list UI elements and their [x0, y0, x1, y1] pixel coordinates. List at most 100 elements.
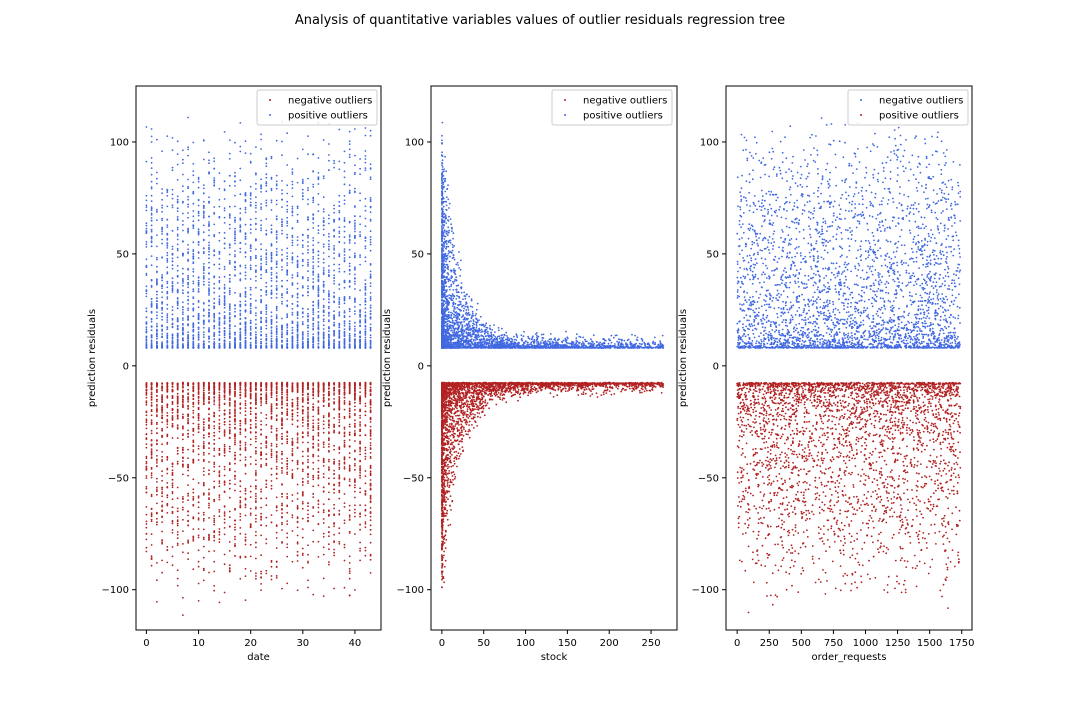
- data-point-positive: [151, 279, 153, 281]
- data-point-positive: [328, 265, 330, 267]
- data-point-positive: [156, 332, 158, 334]
- data-point-positive: [312, 202, 314, 204]
- data-point-positive: [203, 263, 205, 265]
- data-point-positive: [365, 236, 367, 238]
- data-point-negative: [333, 588, 335, 590]
- data-point-positive: [286, 325, 288, 327]
- data-point-positive: [286, 344, 288, 346]
- data-point-positive: [297, 342, 299, 344]
- data-point-positive: [151, 303, 153, 305]
- data-point-positive: [198, 257, 200, 259]
- data-point-positive: [318, 300, 320, 302]
- data-point-positive: [192, 191, 194, 193]
- data-point-negative: [349, 439, 351, 441]
- data-point-positive: [307, 135, 309, 137]
- data-point-negative: [255, 493, 257, 495]
- data-point-positive: [151, 174, 153, 176]
- data-point-positive: [213, 249, 215, 251]
- data-point-negative: [229, 550, 231, 552]
- data-point-negative: [146, 523, 148, 525]
- data-point-negative: [359, 417, 361, 419]
- data-point-positive: [156, 234, 158, 236]
- data-point-negative: [365, 523, 367, 525]
- data-point-positive: [312, 336, 314, 338]
- data-point-positive: [234, 217, 236, 219]
- data-point-negative: [161, 443, 163, 445]
- data-point-negative: [307, 411, 309, 413]
- data-point-positive: [192, 288, 194, 290]
- data-point-positive: [213, 325, 215, 327]
- data-point-positive: [276, 185, 278, 187]
- data-point-positive: [219, 276, 221, 278]
- data-point-negative: [213, 425, 215, 427]
- data-point-positive: [312, 258, 314, 260]
- data-point-negative: [192, 451, 194, 453]
- data-point-positive: [229, 243, 231, 245]
- data-point-negative: [213, 443, 215, 445]
- data-point-negative: [146, 488, 148, 490]
- data-point-positive: [156, 219, 158, 221]
- data-point-negative: [349, 595, 351, 597]
- data-point-positive: [208, 162, 210, 164]
- data-point-positive: [271, 177, 273, 179]
- data-point-positive: [208, 319, 210, 321]
- data-point-positive: [276, 293, 278, 295]
- data-point-negative: [271, 392, 273, 394]
- data-point-positive: [307, 262, 309, 264]
- data-point-negative: [203, 467, 205, 469]
- data-point-positive: [255, 257, 257, 259]
- data-point-positive: [187, 282, 189, 284]
- data-point-positive: [312, 281, 314, 283]
- data-point-positive: [276, 277, 278, 279]
- data-point-negative: [302, 436, 304, 438]
- data-point-negative: [318, 443, 320, 445]
- data-point-positive: [276, 314, 278, 316]
- data-point-negative: [370, 452, 372, 454]
- data-point-positive: [203, 284, 205, 286]
- data-point-negative: [224, 403, 226, 405]
- data-point-positive: [276, 238, 278, 240]
- data-point-negative: [219, 494, 221, 496]
- data-point-positive: [224, 331, 226, 333]
- data-point-negative: [198, 537, 200, 539]
- data-point-positive: [203, 281, 205, 283]
- data-point-negative: [276, 389, 278, 391]
- data-point-positive: [172, 207, 174, 209]
- data-point-positive: [297, 321, 299, 323]
- data-point-negative: [239, 397, 241, 399]
- data-point-positive: [250, 304, 252, 306]
- data-point-positive: [265, 163, 267, 165]
- data-point-negative: [146, 424, 148, 426]
- data-point-negative: [318, 455, 320, 457]
- data-point-positive: [286, 225, 288, 227]
- data-point-positive: [234, 347, 236, 349]
- data-point-positive: [292, 277, 294, 279]
- data-point-positive: [208, 171, 210, 173]
- data-point-positive: [187, 291, 189, 293]
- data-point-positive: [328, 271, 330, 273]
- data-point-positive: [333, 280, 335, 282]
- data-point-positive: [333, 252, 335, 254]
- data-point-positive: [245, 271, 247, 273]
- data-point-positive: [323, 311, 325, 313]
- data-point-positive: [265, 173, 267, 175]
- data-point-positive: [250, 320, 252, 322]
- data-point-positive: [333, 167, 335, 169]
- data-point-negative: [156, 404, 158, 406]
- data-point-negative: [312, 416, 314, 418]
- data-point-positive: [151, 162, 153, 164]
- data-point-positive: [312, 217, 314, 219]
- data-point-positive: [370, 207, 372, 209]
- data-point-negative: [177, 534, 179, 536]
- data-point-positive: [146, 307, 148, 309]
- data-point-positive: [219, 280, 221, 282]
- data-point-positive: [229, 139, 231, 141]
- data-point-negative: [234, 438, 236, 440]
- data-point-positive: [328, 243, 330, 245]
- data-point-negative: [234, 455, 236, 457]
- data-point-negative: [302, 518, 304, 520]
- data-point-positive: [172, 286, 174, 288]
- data-point-negative: [265, 504, 267, 506]
- data-point-positive: [349, 184, 351, 186]
- data-point-positive: [245, 238, 247, 240]
